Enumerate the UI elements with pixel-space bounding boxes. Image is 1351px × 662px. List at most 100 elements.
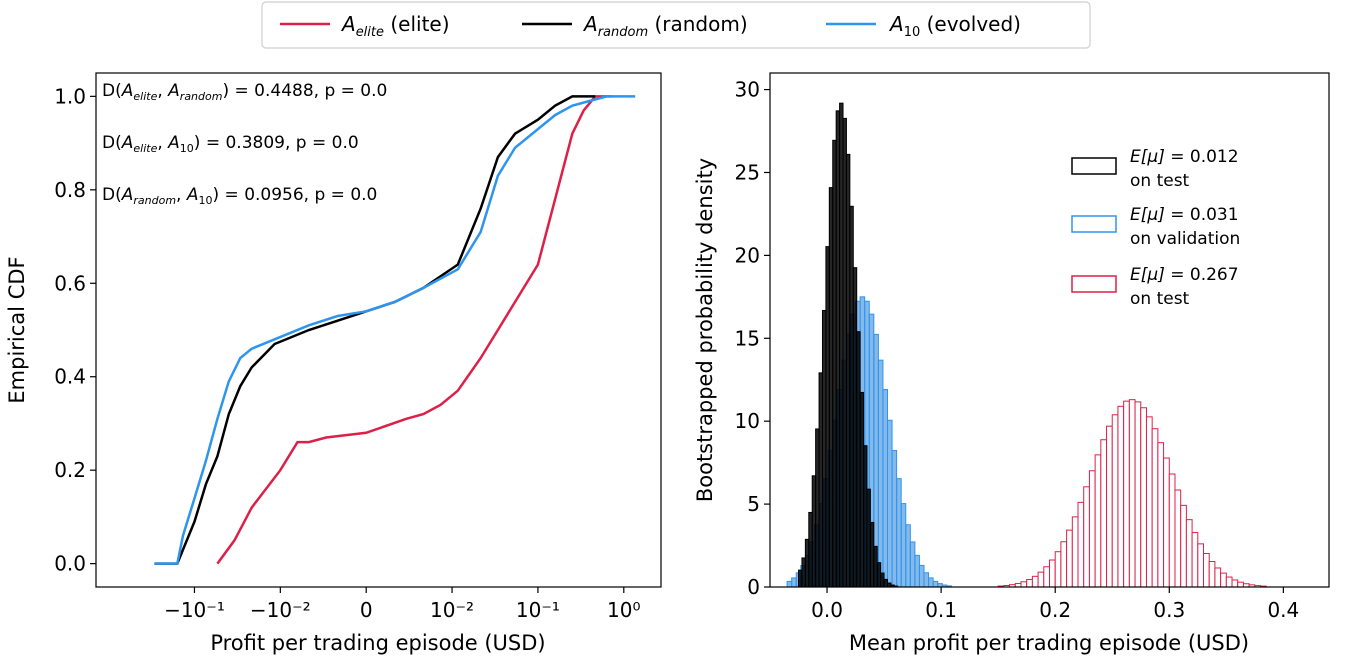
right-legend-label-random: E[μ] = 0.012 xyxy=(1130,147,1239,167)
histogram-bar-random xyxy=(801,557,806,588)
histogram-bar-random xyxy=(883,578,889,588)
histogram-bar-random xyxy=(869,521,875,588)
right-y-tick-label: 30 xyxy=(735,78,760,102)
histogram-bar-random xyxy=(876,562,882,588)
histogram-bar-random xyxy=(842,117,847,588)
histogram-bar-evolved xyxy=(928,577,934,588)
histogram-bar-elite xyxy=(1111,414,1119,588)
histogram-bar-random xyxy=(828,187,834,588)
histogram-bar-elite xyxy=(1043,566,1051,588)
histogram-bar-elite xyxy=(1134,401,1142,588)
histogram-bar-elite xyxy=(1214,567,1222,588)
histogram-bar-random xyxy=(852,267,858,588)
histogram-bar-random xyxy=(811,475,817,588)
histogram-bar-elite xyxy=(1077,501,1085,588)
histogram-bar-elite xyxy=(1100,439,1108,588)
right-legend: E[μ] = 0.012 on test E[μ] = 0.031 on val… xyxy=(1071,147,1240,309)
histogram-bar-elite xyxy=(1054,551,1062,588)
histogram-bar-evolved xyxy=(786,580,793,588)
histogram-bar-random xyxy=(798,569,803,588)
right-legend-line2-evolved: on validation xyxy=(1130,229,1240,249)
legend-label-evolved: A10 (evolved) xyxy=(888,12,1021,40)
right-legend-swatch-elite xyxy=(1071,275,1117,293)
ecdf-line-evolved xyxy=(154,95,636,565)
right-y-tick-label: 25 xyxy=(735,160,760,184)
histogram-bar-elite xyxy=(1163,457,1170,588)
left-x-tick-label: −10⁻¹ xyxy=(164,598,225,622)
histogram-bar-elite xyxy=(1117,405,1125,588)
left-y-axis-label: Empirical CDF xyxy=(5,256,29,403)
histogram-bar-elite xyxy=(1094,454,1102,588)
histogram-bar-evolved xyxy=(896,478,902,588)
histogram-bar-evolved xyxy=(877,359,884,588)
ks-annotation-elite-random: D(Aelite, Arandom) = 0.4488, p = 0.0 xyxy=(102,81,387,103)
left-panel: 0.0 0.2 0.4 0.6 0.8 1.0 −10⁻¹ −10⁻² 0 10⁻² 10⁻¹ 10… xyxy=(5,72,662,655)
histogram-bar-elite xyxy=(1106,425,1113,588)
left-y-tick-label: 0.8 xyxy=(54,178,86,202)
right-y-tick-label: 20 xyxy=(735,243,760,267)
right-x-tick-label: 0.1 xyxy=(925,598,957,622)
histogram-bar-evolved xyxy=(887,419,893,588)
ks-annotation-elite-10: D(Aelite, A10) = 0.3809, p = 0.0 xyxy=(102,133,359,155)
histogram-bar-evolved xyxy=(791,577,797,588)
histogram-bar-random xyxy=(839,102,844,588)
histogram-bar-elite xyxy=(1071,516,1079,588)
histogram-bars xyxy=(786,102,1267,588)
left-y-ticks: 0.0 0.2 0.4 0.6 0.8 1.0 xyxy=(54,84,96,576)
left-y-tick-label: 0.4 xyxy=(54,365,86,389)
histogram-bar-elite xyxy=(1180,504,1187,588)
histogram-bar-random xyxy=(815,428,820,588)
left-x-tick-label: 10⁰ xyxy=(607,598,640,622)
histogram-bar-elite xyxy=(1191,532,1199,588)
histogram-bar-random xyxy=(856,331,861,588)
top-legend: Aelite (elite) Arandom (random) A10 (evo… xyxy=(261,1,1091,49)
histogram-bar-elite xyxy=(1151,428,1159,588)
right-y-tick-label: 15 xyxy=(735,326,760,350)
histogram-bar-elite xyxy=(1140,407,1147,588)
left-x-tick-label: 10⁻² xyxy=(430,598,474,622)
histogram-bar-elite xyxy=(1168,473,1176,588)
histogram-bar-elite xyxy=(1145,416,1153,588)
histogram-bar-random xyxy=(818,372,823,588)
right-legend-label-evolved: E[μ] = 0.031 xyxy=(1130,205,1239,225)
ecdf-line-random xyxy=(154,95,596,565)
histogram-bar-random xyxy=(866,488,871,588)
histogram-bar-random xyxy=(825,246,830,588)
histogram-bar-elite xyxy=(1066,529,1073,588)
ecdf-line-elite xyxy=(216,95,613,565)
right-legend-swatch-random xyxy=(1071,157,1117,175)
left-x-tick-label: 0 xyxy=(360,598,373,622)
histogram-bar-elite xyxy=(1123,400,1130,588)
right-legend-line2-elite: on test xyxy=(1130,289,1190,309)
histogram-bar-elite xyxy=(1237,581,1244,588)
left-x-axis-label: Profit per trading episode (USD) xyxy=(210,631,545,655)
histogram-bar-elite xyxy=(1060,541,1068,588)
right-y-ticks: 0 5 10 15 20 25 30 xyxy=(735,78,770,599)
histogram-bar-random xyxy=(873,545,878,588)
right-panel: 0 5 10 15 20 25 30 0.0 0.1 0.2 0.3 0.4 Mean profit… xyxy=(693,72,1330,655)
right-legend-swatch-evolved xyxy=(1071,215,1117,233)
histogram-bar-evolved xyxy=(914,554,920,588)
right-x-tick-label: 0.3 xyxy=(1153,598,1185,622)
left-x-tick-label: 10⁻¹ xyxy=(516,598,560,622)
histogram-bar-random xyxy=(804,538,810,588)
histogram-bar-elite xyxy=(1037,571,1045,588)
histogram-bar-evolved xyxy=(882,389,889,588)
right-x-tick-label: 0.0 xyxy=(811,598,843,622)
ks-annotations: D(Aelite, Arandom) = 0.4488, p = 0.0 D(A… xyxy=(102,81,387,207)
histogram-bar-random xyxy=(880,572,885,588)
histogram-bar-elite xyxy=(1220,572,1227,588)
histogram-bar-elite xyxy=(1128,399,1136,588)
histogram-bar-elite xyxy=(1088,470,1096,588)
histogram-bar-random xyxy=(808,511,813,588)
histogram-bar-elite xyxy=(1049,559,1056,588)
legend-label-elite: Aelite (elite) xyxy=(340,12,450,40)
histogram-bar-elite xyxy=(1026,578,1033,588)
histogram-bar-evolved xyxy=(909,541,916,588)
right-legend-label-elite: E[μ] = 0.267 xyxy=(1130,265,1239,285)
histogram-bar-evolved xyxy=(923,572,930,588)
histogram-bar-elite xyxy=(1031,575,1039,588)
right-y-tick-label: 10 xyxy=(735,409,760,433)
histogram-bar-random xyxy=(845,153,851,588)
